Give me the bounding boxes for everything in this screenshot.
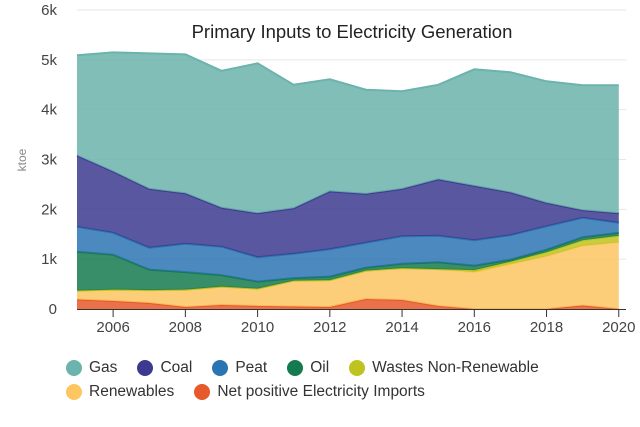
legend-item-peat[interactable]: Peat [212, 359, 267, 377]
series-line-wastes-non-renewable [76, 234, 619, 292]
legend-swatch [194, 384, 211, 400]
chart-plot: 0 1k 2k 3k 4k 5k 6k 2006 2008 2010 2012 2014 2016 201… [15, 2, 635, 336]
legend-item-net-positive-electricity-imports[interactable]: Net positive Electricity Imports [194, 383, 425, 401]
series-line-peat [76, 216, 619, 259]
y-tick-label: 0 [49, 301, 57, 318]
legend-swatch [349, 360, 366, 376]
legend-item-wastes-non-renewable[interactable]: Wastes Non-Renewable [349, 359, 539, 377]
legend-label: Coal [160, 359, 193, 376]
x-tick-label: 2018 [530, 319, 563, 336]
legend-label: Wastes Non-Renewable [372, 359, 539, 376]
area-gas[interactable] [77, 52, 619, 214]
x-tick-label: 2020 [602, 319, 635, 336]
legend-swatch [212, 360, 229, 376]
legend-item-coal[interactable]: Coal [137, 359, 192, 377]
legend-row: Renewables Net positive Electricity Impor… [66, 380, 626, 404]
legend-label: Renewables [89, 383, 175, 400]
legend-swatch [287, 360, 304, 376]
legend-label: Net positive Electricity Imports [217, 383, 425, 400]
legend-item-renewables[interactable]: Renewables [66, 383, 174, 401]
y-axis-label: ktoe [15, 148, 29, 171]
area-coal[interactable] [77, 155, 619, 258]
area-oil[interactable] [77, 232, 619, 291]
legend-swatch [66, 360, 82, 376]
y-tick-label: 3k [41, 152, 57, 169]
y-tick-label: 1k [41, 251, 57, 268]
legend-row: Gas Coal Peat Oil Wastes Non-Renewable [66, 356, 626, 380]
area-wastes-non-renewable[interactable] [77, 235, 619, 291]
x-tick-label: 2016 [458, 319, 491, 336]
y-tick-label: 2k [41, 201, 57, 218]
y-tick-label: 6k [41, 2, 57, 19]
chart-legend: Gas Coal Peat Oil Wastes Non-Renewable Renew… [66, 356, 626, 404]
x-tick-label: 2010 [241, 319, 274, 336]
legend-item-gas[interactable]: Gas [66, 359, 117, 377]
x-tick-label: 2014 [385, 319, 418, 336]
series-line-gas [76, 51, 619, 93]
chart-title: Primary Inputs to Electricity Generation [192, 21, 513, 42]
legend-label: Oil [310, 359, 330, 376]
legend-swatch [137, 360, 154, 376]
x-tick-label: 2012 [313, 319, 346, 336]
area-peat[interactable] [77, 217, 619, 282]
y-tick-label: 4k [41, 102, 57, 119]
y-tick-label: 5k [41, 52, 57, 69]
x-tick-label: 2008 [169, 319, 202, 336]
legend-label: Peat [235, 359, 268, 376]
x-tick-label: 2006 [96, 319, 129, 336]
legend-label: Gas [89, 359, 118, 376]
legend-item-oil[interactable]: Oil [287, 359, 329, 377]
legend-swatch [66, 384, 82, 400]
